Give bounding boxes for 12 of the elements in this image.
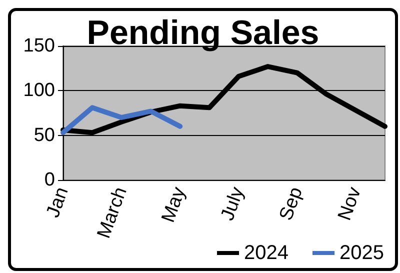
y-tick-label: 100 xyxy=(23,80,55,102)
x-tick-label: July xyxy=(217,184,249,224)
x-tick-label: March xyxy=(94,184,132,242)
legend-label: 2025 xyxy=(340,242,384,264)
x-tick-label: Sep xyxy=(276,184,308,224)
y-tick-label: 0 xyxy=(44,170,55,190)
chart-title: Pending Sales xyxy=(86,14,320,52)
x-tick-label: Nov xyxy=(334,184,366,224)
x-tick-label: May xyxy=(158,184,190,226)
y-tick-label: 50 xyxy=(34,124,55,146)
legend-label: 2024 xyxy=(244,242,289,264)
y-tick-label: 150 xyxy=(23,36,55,56)
